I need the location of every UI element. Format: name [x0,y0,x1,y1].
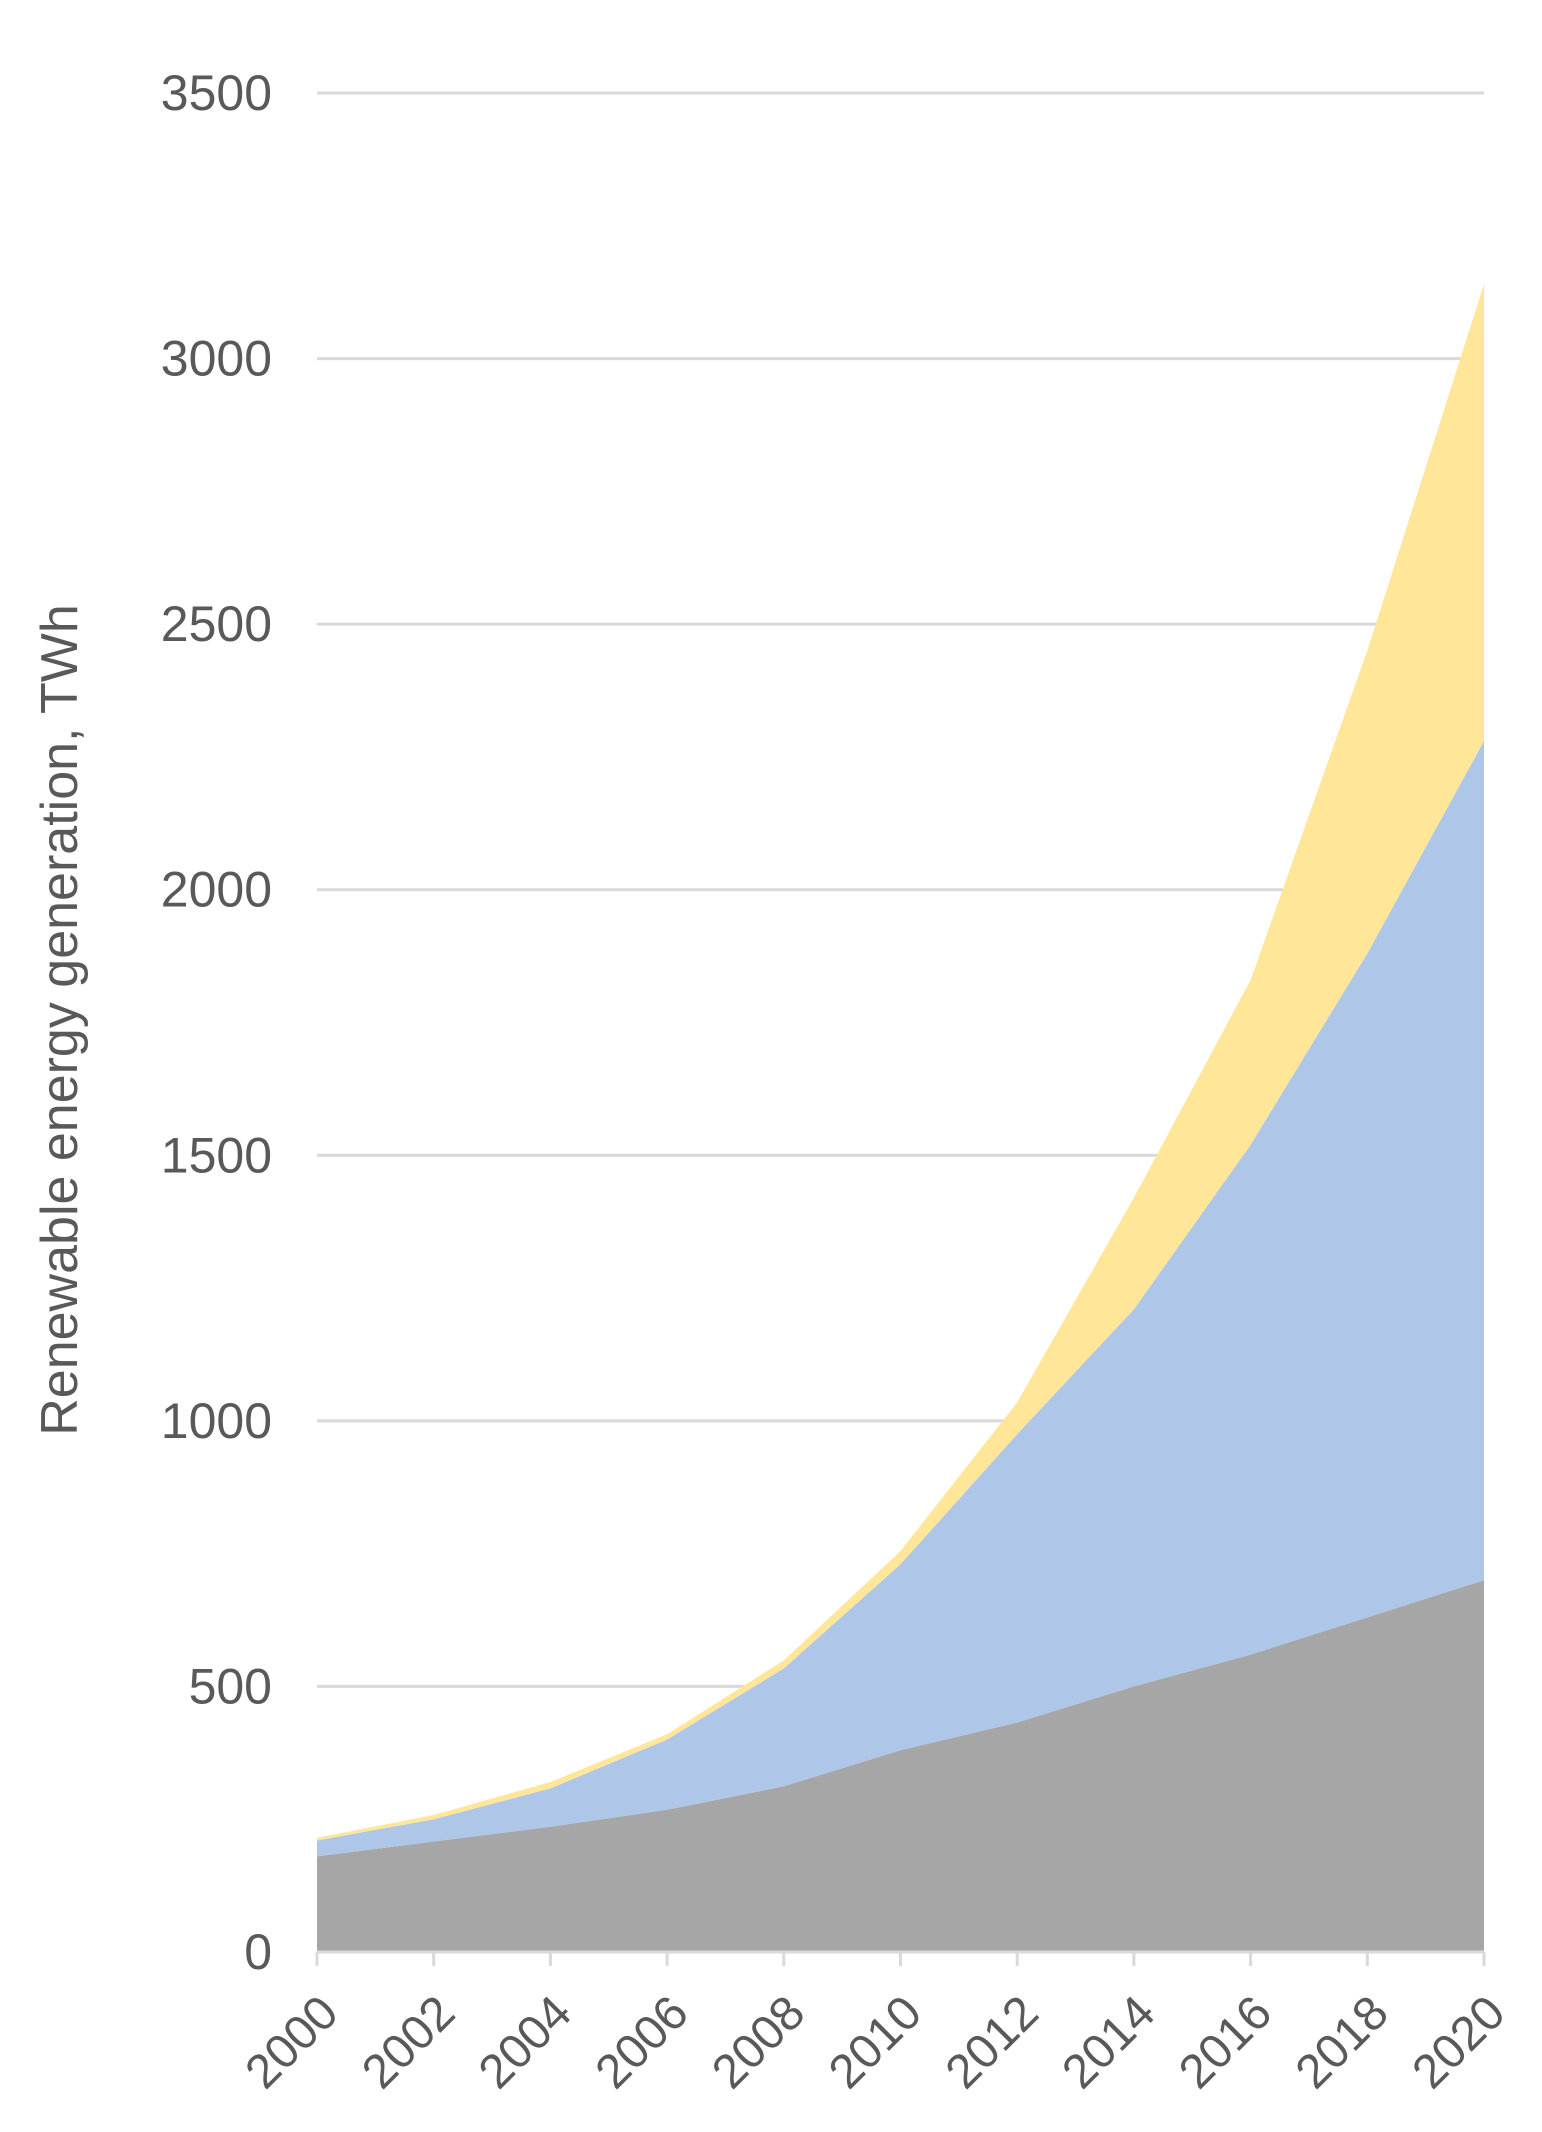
area-series [317,284,1484,1952]
x-tick-label: 2012 [936,1986,1049,2099]
x-tick-label: 2002 [352,1986,465,2099]
gridlines [317,91,1484,1688]
y-axis-ticks: 0 500 1000 1500 2000 2500 3000 3500 [161,65,272,1980]
x-tick-label: 2008 [702,1986,815,2099]
x-tick-label: 2020 [1403,1986,1516,2099]
y-tick-label: 3500 [161,65,272,121]
x-tick-label: 2004 [469,1986,582,2099]
y-tick-label: 3000 [161,331,272,387]
area-series-2 [317,741,1484,1857]
area-series-1 [317,1580,1484,1952]
y-tick-label: 500 [189,1658,272,1714]
x-axis-ticks: 2000 2002 2004 2006 2008 2010 2012 2014 2016 2018… [236,1986,1516,2099]
x-tick-label: 2018 [1286,1986,1399,2099]
x-tick-label: 2000 [236,1986,349,2099]
x-tick-label: 2010 [819,1986,932,2099]
area-series-3 [317,284,1484,1841]
y-tick-label: 0 [244,1924,272,1980]
x-tick-label: 2016 [1169,1986,1282,2099]
y-axis-title: Renewable energy generation, TWh [31,604,89,1436]
y-tick-label: 2500 [161,596,272,652]
y-tick-label: 1000 [161,1393,272,1449]
x-tick-label: 2006 [586,1986,699,2099]
x-axis [315,1950,1486,1966]
y-tick-label: 1500 [161,1127,272,1183]
y-tick-label: 2000 [161,862,272,918]
x-tick-label: 2014 [1052,1986,1165,2099]
